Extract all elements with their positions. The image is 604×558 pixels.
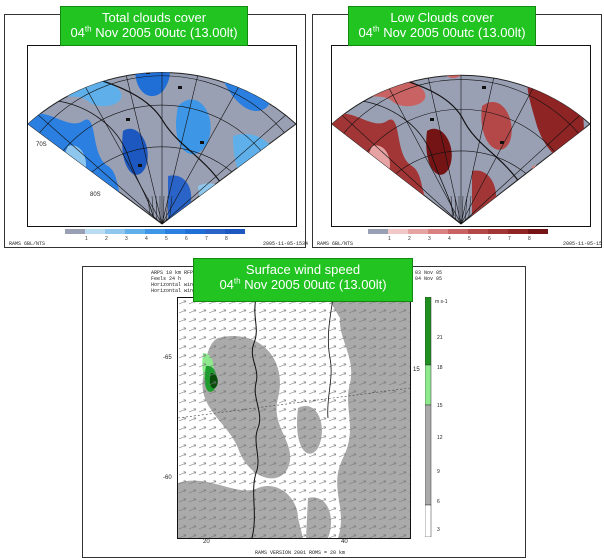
colorbar-swatch <box>164 229 185 234</box>
wind-colorbar-label-12: 12 <box>437 435 443 441</box>
wind-header-left-2: Feels 24 h <box>151 276 182 282</box>
colorbar-swatch <box>387 229 408 234</box>
colorbar-swatch <box>527 229 548 234</box>
colorbar-tick-label: 4 <box>447 236 451 242</box>
colorbar-swatch <box>507 229 528 234</box>
colorbar-tick-label: 1 <box>84 236 88 242</box>
colorbar-swatch <box>184 229 205 234</box>
colorbar-tick-label: 8 <box>527 236 531 242</box>
low-clouds-title: Low Clouds cover 04th Nov 2005 00utc (13… <box>348 6 536 46</box>
colorbar-tick-label: 3 <box>125 236 128 242</box>
colorbar-swatch <box>407 229 428 234</box>
wind-colorbar-label-15: 15 <box>437 403 443 409</box>
colorbar-tick-label: 5 <box>468 236 471 242</box>
low-clouds-panel: Low Clouds cover 04th Nov 2005 00utc (13… <box>312 6 603 248</box>
wind-speed-title-date: 04th Nov 2005 00utc (13.00lt) <box>219 276 387 292</box>
colorbar-tick-label: 2 <box>104 236 108 242</box>
wind-header-left-3: Horizontal wind v <box>151 282 203 288</box>
colorbar-swatch <box>224 229 245 234</box>
wind-footer: RAMS VERSION 2001 ROMS = 20 km <box>255 550 346 556</box>
low-clouds-footer-right: 2005-11-05-15 <box>563 241 603 247</box>
wind-header-left-4: Horizontal wind v <box>151 288 203 294</box>
wind-header-left-1: ARPS 10 km RFP <box>151 270 194 276</box>
wind-point-label: 15 <box>413 367 420 373</box>
colorbar-swatch <box>204 229 225 234</box>
colorbar-tick-label: 8 <box>224 236 228 242</box>
colorbar-swatch <box>65 229 85 234</box>
wind-colorbar-label-21: 21 <box>437 335 443 341</box>
wind-speed-map-frame <box>177 297 411 539</box>
wind-colorbar-label-18: 18 <box>437 365 443 371</box>
total-clouds-colorbar-labels: 1 2 3 4 5 6 7 8 <box>65 236 245 242</box>
wind-lat-label-65: -65 <box>163 355 172 361</box>
wind-speed-map <box>178 298 410 538</box>
low-clouds-title-date: 04th Nov 2005 00utc (13.00lt) <box>358 24 526 40</box>
colorbar-tick-label: 6 <box>185 236 188 242</box>
colorbar-swatch <box>427 229 448 234</box>
wind-speed-title: Surface wind speed 04th Nov 2005 00utc (… <box>193 258 413 302</box>
colorbar-swatch <box>487 229 508 234</box>
colorbar-swatch <box>144 229 165 234</box>
colorbar-tick-label: 5 <box>165 236 168 242</box>
colorbar-tick-label: 6 <box>488 236 491 242</box>
wind-lon-label-40: 40 <box>341 539 348 545</box>
total-clouds-footer-right: 2005-11-05-1534 <box>263 241 309 247</box>
total-clouds-title-date: 04th Nov 2005 00utc (13.00lt) <box>70 24 238 40</box>
colorbar-swatch <box>368 229 388 234</box>
total-clouds-colorbar <box>65 229 245 234</box>
colorbar-swatch <box>447 229 468 234</box>
wind-speed-title-line1: Surface wind speed <box>245 262 361 277</box>
total-clouds-title-line1: Total clouds cover <box>101 10 207 25</box>
total-clouds-map: 70S 80S <box>28 72 296 225</box>
wind-header-right-2: 04 Nov 05 <box>415 276 443 282</box>
low-clouds-title-line1: Low Clouds cover <box>390 10 494 25</box>
wind-colorbar-unit: m s-1 <box>435 299 448 305</box>
colorbar-swatch <box>104 229 125 234</box>
colorbar-tick-label: 7 <box>508 236 511 242</box>
colorbar-tick-label: 4 <box>144 236 148 242</box>
wind-colorbar-label-9: 9 <box>437 469 440 475</box>
low-clouds-footer-left: RAMS 6BL/NTS <box>317 241 354 247</box>
low-clouds-map-frame <box>331 45 591 227</box>
wind-lon-label-20: 20 <box>203 539 210 545</box>
colorbar-tick-label: 2 <box>407 236 411 242</box>
low-clouds-colorbar-labels: 1 2 3 4 5 6 7 8 <box>368 236 548 242</box>
colorbar-tick-label: 7 <box>205 236 208 242</box>
lat-label-80s: 80S <box>90 192 101 198</box>
wind-header-right-1: 03 Nov 05 <box>415 270 443 276</box>
colorbar-tick-label: 3 <box>428 236 431 242</box>
wind-colorbar-label-3: 3 <box>437 527 440 533</box>
colorbar-swatch <box>84 229 105 234</box>
total-clouds-footer-left: RAMS 6BL/NTS <box>9 241 46 247</box>
low-clouds-colorbar <box>368 229 548 234</box>
wind-colorbar-label-6: 6 <box>437 499 440 505</box>
low-clouds-map <box>332 74 590 225</box>
wind-speed-panel: ARPS 10 km RFP Feels 24 h Horizontal win… <box>82 258 526 558</box>
colorbar-swatch <box>124 229 145 234</box>
total-clouds-title: Total clouds cover 04th Nov 2005 00utc (… <box>60 6 248 46</box>
colorbar-swatch <box>467 229 488 234</box>
total-clouds-panel: 70S 80S Total clouds cover 04th Nov 2005… <box>4 6 309 248</box>
wind-lat-label-60: -60 <box>163 475 172 481</box>
colorbar-tick-label: 1 <box>387 236 391 242</box>
total-clouds-map-frame: 70S 80S <box>27 45 297 227</box>
wind-speed-colorbar: m s-1 21 18 15 12 9 6 3 <box>425 297 448 537</box>
lat-label-70s: 70S <box>36 142 47 148</box>
